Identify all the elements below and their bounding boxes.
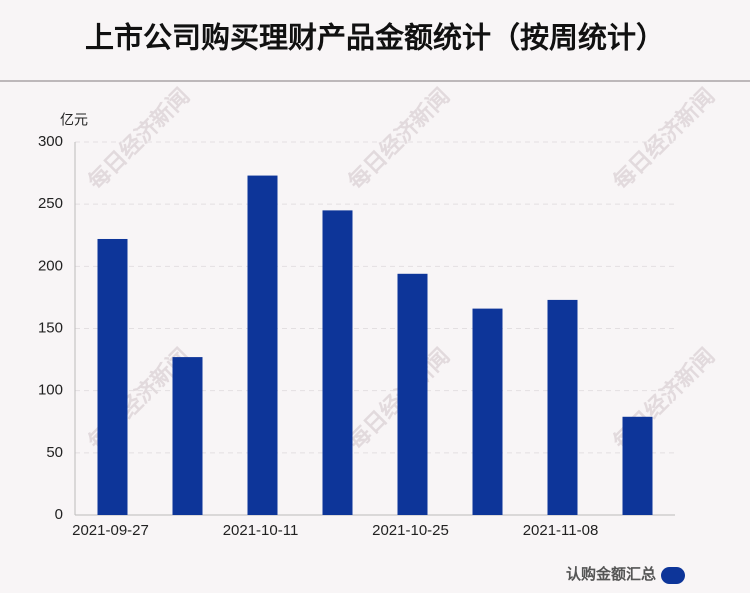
bar <box>397 273 428 515</box>
y-tick-label: 300 <box>38 133 63 150</box>
bar <box>547 299 578 515</box>
legend-swatch <box>661 567 685 584</box>
bar <box>97 238 128 516</box>
y-tick-label: 150 <box>38 319 63 336</box>
y-tick-label: 100 <box>38 382 63 399</box>
bar <box>472 308 503 515</box>
y-unit: 亿元 <box>60 112 88 128</box>
bar <box>622 416 653 515</box>
y-tick-label: 0 <box>55 506 63 523</box>
x-tick-label: 2021-09-27 <box>72 522 149 539</box>
bar <box>247 175 278 515</box>
x-tick-label: 2021-10-11 <box>223 522 299 539</box>
x-tick-label: 2021-11-08 <box>523 522 599 539</box>
bar <box>172 357 203 515</box>
bar <box>322 210 353 515</box>
y-tick-label: 200 <box>38 257 63 274</box>
chart-title: 上市公司购买理财产品金额统计（按周统计） <box>85 21 665 55</box>
y-tick-label: 50 <box>46 444 63 461</box>
y-tick-label: 250 <box>38 195 63 212</box>
x-tick-label: 2021-10-25 <box>372 522 449 539</box>
legend-label: 认购金额汇总 <box>566 565 656 583</box>
